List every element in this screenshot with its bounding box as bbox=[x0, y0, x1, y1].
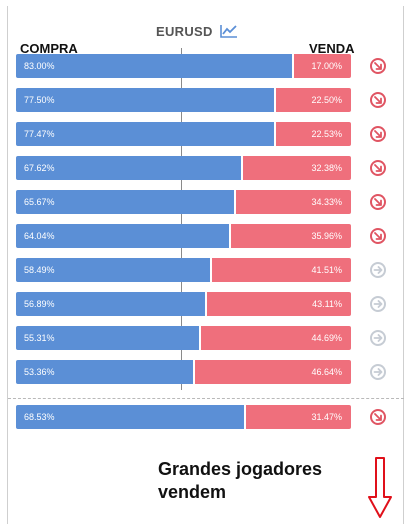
buy-percentage-bar: 83.00% bbox=[16, 54, 295, 78]
sell-percentage: 41.51% bbox=[311, 265, 342, 275]
down-arrow-circle-icon[interactable] bbox=[370, 228, 386, 244]
buy-percentage-bar: 55.31% bbox=[16, 326, 202, 350]
buy-percentage-bar: 53.36% bbox=[16, 360, 195, 384]
sentiment-panel bbox=[7, 6, 404, 524]
sell-percentage-bar: 17.00% bbox=[294, 54, 351, 78]
buy-percentage: 77.47% bbox=[24, 129, 55, 139]
buy-percentage: 67.62% bbox=[24, 163, 55, 173]
buy-percentage-bar: 58.49% bbox=[16, 258, 212, 282]
buy-percentage: 65.67% bbox=[24, 197, 55, 207]
buy-percentage: 68.53% bbox=[24, 412, 55, 422]
sell-percentage: 34.33% bbox=[311, 197, 342, 207]
down-arrow-circle-icon[interactable] bbox=[370, 194, 386, 210]
sell-percentage-bar: 44.69% bbox=[201, 326, 351, 350]
sell-percentage: 31.47% bbox=[311, 412, 342, 422]
buy-percentage: 53.36% bbox=[24, 367, 55, 377]
sell-percentage: 46.64% bbox=[311, 367, 342, 377]
buy-percentage-bar: 56.89% bbox=[16, 292, 207, 316]
down-arrow-circle-icon[interactable] bbox=[370, 409, 386, 425]
sell-percentage: 17.00% bbox=[311, 61, 342, 71]
down-arrow-circle-icon[interactable] bbox=[370, 160, 386, 176]
sentiment-row: 77.50% 22.50% bbox=[16, 88, 351, 112]
buy-percentage: 56.89% bbox=[24, 299, 55, 309]
sell-percentage-bar: 22.53% bbox=[275, 122, 351, 146]
annotation-text: Grandes jogadores vendem bbox=[158, 458, 358, 504]
sell-percentage-bar: 32.38% bbox=[242, 156, 351, 180]
down-arrow-circle-icon[interactable] bbox=[370, 58, 386, 74]
buy-percentage-bar: 68.53% bbox=[16, 405, 246, 429]
buy-percentage-bar: 77.50% bbox=[16, 88, 276, 112]
sell-percentage: 22.53% bbox=[311, 129, 342, 139]
buy-percentage-bar: 67.62% bbox=[16, 156, 243, 180]
sell-percentage: 35.96% bbox=[311, 231, 342, 241]
buy-percentage: 55.31% bbox=[24, 333, 55, 343]
sentiment-row: 65.67% 34.33% bbox=[16, 190, 351, 214]
buy-percentage-bar: 77.47% bbox=[16, 122, 276, 146]
sell-percentage: 43.11% bbox=[312, 299, 342, 309]
sell-percentage-bar: 41.51% bbox=[211, 258, 351, 282]
annotation-line-2: vendem bbox=[158, 482, 227, 502]
sell-percentage-bar: 31.47% bbox=[245, 405, 351, 429]
sell-percentage-bar: 46.64% bbox=[194, 360, 351, 384]
right-arrow-circle-icon[interactable] bbox=[370, 262, 386, 278]
fifty-percent-line bbox=[181, 48, 182, 390]
buy-percentage-bar: 65.67% bbox=[16, 190, 236, 214]
sell-percentage-bar: 35.96% bbox=[230, 224, 351, 248]
buy-percentage: 58.49% bbox=[24, 265, 55, 275]
sell-percentage-bar: 34.33% bbox=[235, 190, 351, 214]
sell-column-label: VENDA bbox=[309, 41, 355, 56]
ticker-label: EURUSD bbox=[156, 24, 213, 39]
right-arrow-circle-icon[interactable] bbox=[370, 296, 386, 312]
down-arrow-circle-icon[interactable] bbox=[370, 92, 386, 108]
sell-percentage: 44.69% bbox=[311, 333, 342, 343]
down-arrow-circle-icon[interactable] bbox=[370, 126, 386, 142]
right-arrow-circle-icon[interactable] bbox=[370, 364, 386, 380]
sell-percentage: 22.50% bbox=[311, 95, 342, 105]
sell-percentage-bar: 43.11% bbox=[206, 292, 351, 316]
buy-percentage: 64.04% bbox=[24, 231, 55, 241]
red-down-arrow-icon bbox=[368, 457, 392, 518]
sentiment-row: 53.36% 46.64% bbox=[16, 360, 351, 384]
buy-percentage-bar: 64.04% bbox=[16, 224, 231, 248]
sentiment-row: 83.00% 17.00% bbox=[16, 54, 351, 78]
buy-column-label: COMPRA bbox=[20, 41, 78, 56]
right-arrow-circle-icon[interactable] bbox=[370, 330, 386, 346]
sentiment-row: 64.04% 35.96% bbox=[16, 224, 351, 248]
separator bbox=[8, 398, 404, 399]
total-sentiment-row: 68.53% 31.47% bbox=[16, 405, 351, 429]
sell-percentage: 32.38% bbox=[311, 163, 342, 173]
buy-percentage: 83.00% bbox=[24, 61, 55, 71]
sentiment-row: 67.62% 32.38% bbox=[16, 156, 351, 180]
annotation-line-1: Grandes jogadores bbox=[158, 459, 323, 479]
sentiment-row: 56.89% 43.11% bbox=[16, 292, 351, 316]
sentiment-row: 77.47% 22.53% bbox=[16, 122, 351, 146]
trend-chart-icon[interactable] bbox=[219, 23, 239, 39]
sentiment-row: 55.31% 44.69% bbox=[16, 326, 351, 350]
buy-percentage: 77.50% bbox=[24, 95, 55, 105]
sell-percentage-bar: 22.50% bbox=[275, 88, 351, 112]
sentiment-row: 58.49% 41.51% bbox=[16, 258, 351, 282]
